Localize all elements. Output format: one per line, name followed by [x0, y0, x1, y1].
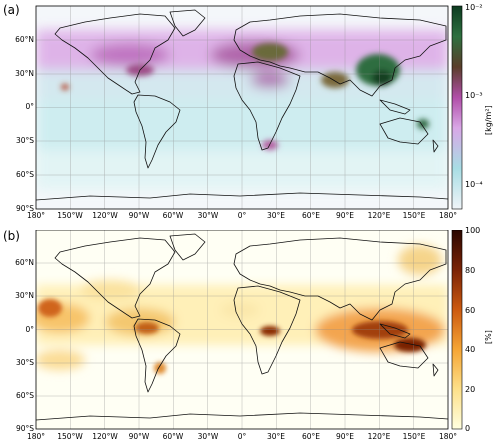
xlabel-a-3: 90°W: [128, 211, 150, 220]
ylabel-a-60s: 60°S: [15, 170, 34, 179]
graticule-a: [36, 6, 448, 209]
xlabel-b-4: 60°W: [162, 432, 184, 441]
xlabel-b-10: 120°E: [367, 432, 391, 441]
xlabel-a-10: 120°E: [367, 211, 391, 220]
xlabel-b-1: 150°W: [57, 432, 83, 441]
ylabel-a-30n: 30°N: [15, 69, 34, 78]
ylabel-a-0: 0°: [25, 102, 34, 111]
cbar-b-tick-60: 60: [465, 306, 476, 315]
cbar-b-tick-20: 20: [465, 385, 476, 394]
cbar-b-tick-0: 0: [465, 424, 471, 433]
panel-a-label: (a): [3, 3, 20, 17]
cbar-a-tick-0: 10⁻²: [465, 3, 483, 12]
coastlines-a: [36, 9, 448, 201]
ylabel-a-30s: 30°S: [15, 136, 34, 145]
graticule-b: [36, 230, 448, 429]
ylabel-b-30n: 30°N: [15, 291, 34, 300]
xlabel-a-5: 30°W: [197, 211, 219, 220]
xlabel-a-8: 60°E: [301, 211, 321, 220]
xlabel-b-3: 90°W: [128, 432, 150, 441]
cbar-b-tick-40: 40: [465, 345, 476, 354]
xlabel-a-6: 0°: [237, 211, 247, 220]
cbar-b-tick-80: 80: [465, 266, 476, 275]
ylabel-b-60s: 60°S: [15, 391, 34, 400]
map-panel-b: [35, 230, 463, 430]
xlabel-a-4: 60°W: [162, 211, 184, 220]
xlabel-a-12: 180°: [438, 211, 458, 220]
cbar-a-label: [kg/m²]: [484, 105, 493, 135]
cbar-a-tick-1: 10⁻³: [465, 91, 483, 100]
ylabel-b-30s: 30°S: [15, 358, 34, 367]
xlabel-b-7: 30°E: [266, 432, 286, 441]
xlabel-b-0: 180°: [26, 432, 46, 441]
ylabel-a-90s: 90°S: [15, 204, 34, 213]
xlabel-a-11: 150°E: [402, 211, 426, 220]
xlabel-b-11: 150°E: [402, 432, 426, 441]
xlabel-a-0: 180°: [26, 211, 46, 220]
cbar-a-tick-2: 10⁻⁴: [465, 180, 483, 189]
colorbar-a: [451, 5, 463, 210]
xlabel-b-8: 60°E: [301, 432, 321, 441]
ylabel-a-60n: 60°N: [15, 35, 34, 44]
xlabel-a-9: 90°E: [335, 211, 355, 220]
map-panel-a: [35, 5, 463, 210]
colorbar-b: [451, 230, 463, 430]
xlabel-a-1: 150°W: [57, 211, 83, 220]
xlabel-b-12: 180°: [438, 432, 458, 441]
xlabel-b-6: 0°: [237, 432, 247, 441]
xlabel-a-2: 120°W: [92, 211, 118, 220]
ylabel-b-60n: 60°N: [15, 258, 34, 267]
xlabel-a-7: 30°E: [266, 211, 286, 220]
xlabel-b-2: 120°W: [92, 432, 118, 441]
xlabel-b-5: 30°W: [197, 432, 219, 441]
cbar-b-label: [%]: [484, 330, 493, 344]
panel-b-label: (b): [3, 229, 20, 243]
cbar-b-tick-100: 100: [465, 226, 481, 235]
xlabel-b-9: 90°E: [335, 432, 355, 441]
ylabel-b-90s: 90°S: [15, 424, 34, 433]
coastlines-b: [36, 233, 448, 421]
ylabel-b-0: 0°: [25, 325, 34, 334]
